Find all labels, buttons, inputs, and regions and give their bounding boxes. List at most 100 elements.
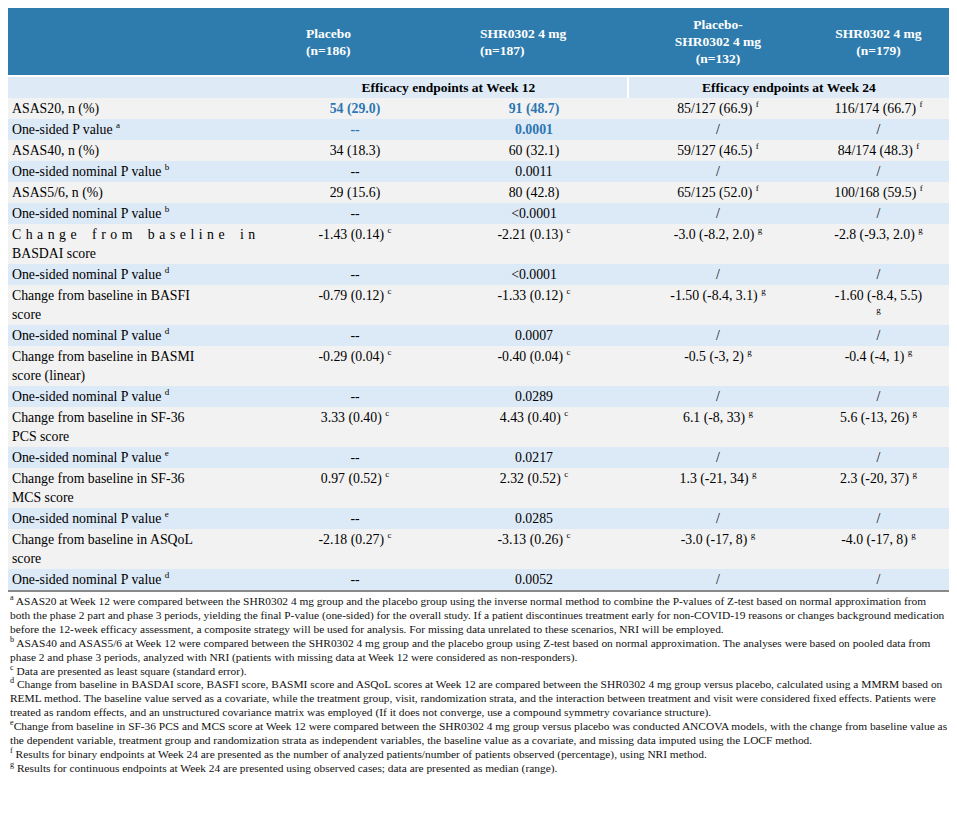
table-row: Change from baseline in SF-36 MCS score0… — [8, 468, 949, 508]
value-cell: -0.29 (0.04) c — [270, 346, 440, 386]
row-label: One-sided nominal P value b — [8, 203, 270, 224]
value-cell: / — [628, 569, 808, 591]
value-cell: 0.0289 — [440, 386, 628, 407]
value-cell: -- — [270, 161, 440, 182]
value-cell: 2.3 (-20, 37) g — [808, 468, 949, 508]
value-cell: 0.0007 — [440, 325, 628, 346]
value-cell: / — [808, 508, 949, 529]
row-label: Change from baseline in SF-36 PCS score — [8, 407, 270, 447]
value-cell: <0.0001 — [440, 264, 628, 285]
value-cell: 29 (15.6) — [270, 182, 440, 203]
value-cell: / — [808, 569, 949, 591]
value-cell: 34 (18.3) — [270, 140, 440, 161]
value-cell: 116/174 (66.7) f — [808, 98, 949, 119]
table-row: One-sided nominal P value e--0.0217// — [8, 447, 949, 468]
value-cell: 0.0001 — [440, 119, 628, 140]
row-label: One-sided nominal P value e — [8, 447, 270, 468]
row-label: One-sided P value a — [8, 119, 270, 140]
value-cell: -3.0 (-8.2, 2.0) g — [628, 224, 808, 264]
value-cell: -- — [270, 447, 440, 468]
value-cell: 60 (32.1) — [440, 140, 628, 161]
table-header-row: Placebo (n=186) SHR0302 4 mg (n=187) Pla… — [8, 8, 949, 76]
row-label: One-sided nominal P value d — [8, 569, 270, 591]
table-figure: Placebo (n=186) SHR0302 4 mg (n=187) Pla… — [0, 0, 957, 776]
value-cell: -- — [270, 386, 440, 407]
value-cell: / — [808, 447, 949, 468]
value-cell: 100/168 (59.5) f — [808, 182, 949, 203]
row-label: Change from baseline in SF-36 MCS score — [8, 468, 270, 508]
row-label: One-sided nominal P value e — [8, 508, 270, 529]
value-cell: 1.3 (-21, 34) g — [628, 468, 808, 508]
value-cell: 0.0011 — [440, 161, 628, 182]
subheader-empty — [8, 76, 270, 98]
value-cell: / — [808, 325, 949, 346]
value-cell: -3.0 (-17, 8) g — [628, 529, 808, 569]
value-cell: 91 (48.7) — [440, 98, 628, 119]
value-cell: -- — [270, 264, 440, 285]
value-cell: 0.0285 — [440, 508, 628, 529]
value-cell: -1.33 (0.12) c — [440, 285, 628, 325]
table-row: ASAS20, n (%)54 (29.0)91 (48.7)85/127 (6… — [8, 98, 949, 119]
value-cell: -- — [270, 569, 440, 591]
row-label: One-sided nominal P value d — [8, 386, 270, 407]
value-cell: -2.8 (-9.3, 2.0) g — [808, 224, 949, 264]
value-cell: / — [808, 264, 949, 285]
column-header-empty — [8, 8, 270, 76]
footnote: g Results for continuous endpoints at We… — [10, 762, 949, 776]
value-cell: 0.97 (0.52) c — [270, 468, 440, 508]
value-cell: -0.4 (-4, 1) g — [808, 346, 949, 386]
value-cell: 65/125 (52.0) f — [628, 182, 808, 203]
footnote: c Data are presented as least square (st… — [10, 665, 949, 679]
value-cell: / — [808, 203, 949, 224]
footnotes: a ASAS20 at Week 12 were compared betwee… — [8, 592, 949, 776]
table-row: ASAS5/6, n (%)29 (15.6)80 (42.8)65/125 (… — [8, 182, 949, 203]
table-body: ASAS20, n (%)54 (29.0)91 (48.7)85/127 (6… — [8, 98, 949, 591]
value-cell: 5.6 (-13, 26) g — [808, 407, 949, 447]
row-label: ASAS5/6, n (%) — [8, 182, 270, 203]
table-row: Change from baseline in BASDAI score-1.4… — [8, 224, 949, 264]
value-cell: / — [628, 203, 808, 224]
value-cell: / — [628, 325, 808, 346]
footnote: d Change from baseline in BASDAI score, … — [10, 678, 949, 720]
row-label: Change from baseline in BASDAI score — [8, 224, 270, 264]
value-cell: -- — [270, 119, 440, 140]
value-cell: 84/174 (48.3) f — [808, 140, 949, 161]
table-row: One-sided nominal P value d--0.0289// — [8, 386, 949, 407]
value-cell: -0.79 (0.12) c — [270, 285, 440, 325]
table-row: One-sided nominal P value d--0.0007// — [8, 325, 949, 346]
efficacy-table: Placebo (n=186) SHR0302 4 mg (n=187) Pla… — [8, 8, 949, 592]
subheader-week12: Efficacy endpoints at Week 12 — [270, 76, 628, 98]
value-cell: 2.32 (0.52) c — [440, 468, 628, 508]
value-cell: -- — [270, 508, 440, 529]
value-cell: -1.50 (-8.4, 3.1) g — [628, 285, 808, 325]
value-cell: 59/127 (46.5) f — [628, 140, 808, 161]
table-row: ASAS40, n (%)34 (18.3)60 (32.1)59/127 (4… — [8, 140, 949, 161]
value-cell: -4.0 (-17, 8) g — [808, 529, 949, 569]
value-cell: / — [628, 386, 808, 407]
table-row: One-sided nominal P value d--<0.0001// — [8, 264, 949, 285]
table-row: One-sided nominal P value b--0.0011// — [8, 161, 949, 182]
column-header-shr0302-w24: SHR0302 4 mg (n=179) — [808, 8, 949, 76]
row-label: One-sided nominal P value d — [8, 264, 270, 285]
table-row: Change from baseline in SF-36 PCS score3… — [8, 407, 949, 447]
value-cell: 0.0217 — [440, 447, 628, 468]
row-label: Change from baseline in BASFI score — [8, 285, 270, 325]
value-cell: 80 (42.8) — [440, 182, 628, 203]
value-cell: 54 (29.0) — [270, 98, 440, 119]
value-cell: 0.0052 — [440, 569, 628, 591]
subheader-row: Efficacy endpoints at Week 12 Efficacy e… — [8, 76, 949, 98]
column-header-shr0302-w12: SHR0302 4 mg (n=187) — [440, 8, 628, 76]
value-cell: / — [808, 161, 949, 182]
value-cell: -0.5 (-3, 2) g — [628, 346, 808, 386]
value-cell: -- — [270, 203, 440, 224]
table-row: One-sided nominal P value e--0.0285// — [8, 508, 949, 529]
row-label: Change from baseline in ASQoL score — [8, 529, 270, 569]
table-row: Change from baseline in BASFI score-0.79… — [8, 285, 949, 325]
value-cell: -3.13 (0.26) c — [440, 529, 628, 569]
row-label: ASAS40, n (%) — [8, 140, 270, 161]
value-cell: / — [628, 119, 808, 140]
table-row: Change from baseline in ASQoL score-2.18… — [8, 529, 949, 569]
value-cell: -2.18 (0.27) c — [270, 529, 440, 569]
table-row: One-sided nominal P value b--<0.0001// — [8, 203, 949, 224]
value-cell: -1.60 (-8.4, 5.5)g — [808, 285, 949, 325]
